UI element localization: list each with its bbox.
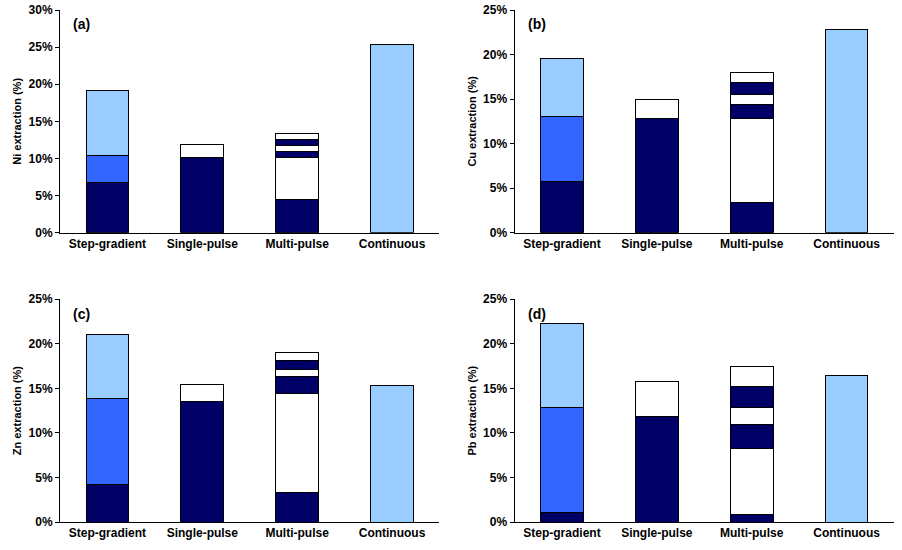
svg-text:Continuous: Continuous bbox=[359, 526, 426, 540]
svg-text:30%: 30% bbox=[29, 3, 53, 17]
svg-text:Continuous: Continuous bbox=[813, 237, 880, 251]
svg-text:Multi-pulse: Multi-pulse bbox=[720, 526, 784, 540]
svg-text:0%: 0% bbox=[35, 515, 53, 529]
svg-text:10%: 10% bbox=[483, 137, 507, 151]
svg-text:Step-gradient: Step-gradient bbox=[523, 526, 600, 540]
svg-text:Multi-pulse: Multi-pulse bbox=[266, 526, 330, 540]
svg-text:10%: 10% bbox=[483, 426, 507, 440]
svg-text:15%: 15% bbox=[29, 382, 53, 396]
svg-text:15%: 15% bbox=[483, 92, 507, 106]
svg-text:Zn extraction (%): Zn extraction (%) bbox=[11, 366, 23, 456]
svg-text:Single-pulse: Single-pulse bbox=[167, 526, 239, 540]
svg-text:Step-gradient: Step-gradient bbox=[523, 237, 600, 251]
svg-text:5%: 5% bbox=[490, 181, 508, 195]
svg-text:Continuous: Continuous bbox=[813, 526, 880, 540]
svg-text:20%: 20% bbox=[483, 48, 507, 62]
svg-text:Continuous: Continuous bbox=[359, 237, 426, 251]
svg-text:Single-pulse: Single-pulse bbox=[621, 526, 693, 540]
svg-text:5%: 5% bbox=[35, 189, 53, 203]
svg-text:0%: 0% bbox=[35, 226, 53, 240]
svg-text:10%: 10% bbox=[29, 426, 53, 440]
svg-text:25%: 25% bbox=[483, 3, 507, 17]
svg-text:Step-gradient: Step-gradient bbox=[69, 237, 146, 251]
svg-text:0%: 0% bbox=[490, 226, 508, 240]
svg-text:20%: 20% bbox=[483, 337, 507, 351]
svg-text:Step-gradient: Step-gradient bbox=[69, 526, 146, 540]
svg-text:20%: 20% bbox=[29, 337, 53, 351]
svg-text:Multi-pulse: Multi-pulse bbox=[266, 237, 330, 251]
svg-text:Ni extraction (%): Ni extraction (%) bbox=[11, 78, 23, 165]
svg-text:5%: 5% bbox=[35, 471, 53, 485]
svg-text:(c): (c) bbox=[73, 306, 90, 322]
svg-text:0%: 0% bbox=[490, 515, 508, 529]
svg-text:25%: 25% bbox=[483, 292, 507, 306]
svg-text:15%: 15% bbox=[483, 382, 507, 396]
svg-text:Cu extraction (%): Cu extraction (%) bbox=[466, 76, 478, 167]
svg-text:Single-pulse: Single-pulse bbox=[167, 237, 239, 251]
svg-text:(a): (a) bbox=[73, 16, 90, 32]
svg-text:25%: 25% bbox=[29, 292, 53, 306]
svg-text:25%: 25% bbox=[29, 40, 53, 54]
svg-text:(d): (d) bbox=[528, 306, 546, 322]
svg-text:Pb extraction (%): Pb extraction (%) bbox=[466, 365, 478, 455]
svg-text:5%: 5% bbox=[490, 471, 508, 485]
svg-text:Multi-pulse: Multi-pulse bbox=[720, 237, 784, 251]
svg-text:(b): (b) bbox=[528, 16, 546, 32]
svg-text:20%: 20% bbox=[29, 77, 53, 91]
svg-text:Single-pulse: Single-pulse bbox=[621, 237, 693, 251]
svg-text:15%: 15% bbox=[29, 115, 53, 129]
svg-text:10%: 10% bbox=[29, 152, 53, 166]
